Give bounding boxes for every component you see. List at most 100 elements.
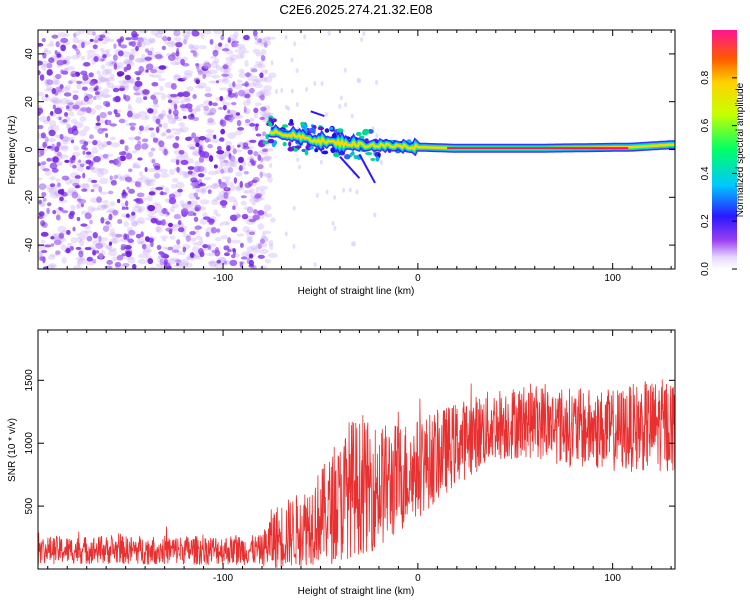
noise-blob: [135, 200, 144, 205]
noise-blob: [181, 76, 188, 81]
noise-haze: [134, 57, 145, 63]
spectrogram-panel: -100 0 100 40 20 0 -20 -40 Height of straight l…: [7, 29, 676, 297]
noise-haze: [192, 44, 200, 50]
noise-blob: [257, 154, 262, 161]
faint-dot: [295, 101, 299, 107]
noise-blob: [197, 70, 204, 75]
noise-blob: [127, 168, 133, 173]
noise-haze: [49, 40, 54, 46]
noise-haze: [139, 171, 144, 177]
x-tick-label: -100: [213, 273, 233, 284]
noise-haze: [160, 132, 166, 137]
noise-haze: [173, 74, 182, 80]
noise-blob: [128, 122, 137, 126]
noise-haze: [136, 58, 146, 63]
noise-haze: [171, 118, 177, 124]
noise-blob: [202, 151, 210, 159]
noise-haze: [161, 238, 167, 242]
noise-haze: [206, 185, 212, 189]
noise-haze: [75, 256, 83, 261]
noise-blob: [168, 222, 173, 228]
noise-blob: [230, 226, 238, 233]
noise-haze: [47, 187, 55, 193]
noise-blob: [56, 59, 65, 66]
signal-blob: [324, 128, 330, 133]
noise-blob: [46, 79, 54, 85]
noise-blob: [208, 100, 213, 106]
noise-blob: [227, 109, 231, 114]
noise-haze: [202, 30, 212, 35]
noise-blob: [193, 192, 199, 198]
noise-blob: [53, 239, 62, 246]
snr-marks: [38, 379, 675, 568]
noise-haze: [195, 235, 203, 240]
noise-blob: [148, 127, 155, 131]
colorbar-tick-label: 0.2: [700, 214, 711, 228]
noise-blob: [160, 190, 164, 196]
faint-dot: [375, 80, 379, 86]
noise-haze: [231, 239, 241, 244]
faint-dot: [358, 78, 362, 84]
noise-haze: [137, 240, 143, 245]
noise-haze: [241, 251, 251, 258]
noise-blob: [105, 220, 111, 225]
noise-blob: [84, 212, 92, 220]
noise-blob: [250, 68, 258, 73]
noise-blob: [124, 95, 131, 102]
noise-blob: [195, 142, 200, 148]
noise-haze: [229, 54, 238, 61]
signal-blob: [355, 131, 362, 136]
noise-haze: [142, 38, 152, 46]
noise-haze: [123, 221, 129, 228]
noise-haze: [96, 170, 104, 178]
noise-haze: [148, 73, 154, 78]
noise-haze: [43, 88, 54, 92]
noise-blob: [56, 151, 62, 157]
faint-dot: [284, 231, 288, 237]
noise-blob: [123, 233, 127, 240]
noise-blob: [198, 248, 204, 255]
noise-blob: [208, 155, 214, 163]
noise-haze: [77, 258, 87, 265]
noise-blob: [147, 50, 153, 56]
noise-haze: [160, 235, 169, 240]
noise-haze: [134, 220, 145, 225]
noise-blob: [243, 171, 249, 175]
noise-haze: [160, 93, 167, 101]
noise-haze: [183, 70, 194, 75]
noise-blob: [114, 261, 122, 268]
noise-haze: [105, 81, 111, 85]
noise-blob: [229, 259, 238, 267]
noise-blob: [232, 81, 236, 88]
noise-haze: [248, 239, 254, 243]
noise-blob: [137, 157, 143, 161]
noise-haze: [229, 181, 234, 187]
noise-blob: [259, 94, 265, 101]
noise-haze: [100, 93, 110, 99]
noise-haze: [253, 112, 259, 119]
noise-blob: [72, 104, 80, 110]
noise-haze: [148, 151, 153, 158]
noise-haze: [188, 158, 195, 164]
noise-haze: [110, 228, 115, 235]
noise-blob: [230, 254, 236, 259]
spectrogram-xlabel: Height of straight line (km): [298, 286, 415, 297]
noise-blob: [141, 143, 149, 150]
noise-haze: [92, 247, 97, 251]
noise-haze: [269, 243, 274, 250]
noise-haze: [145, 182, 151, 187]
noise-blob: [55, 86, 63, 93]
noise-blob: [212, 49, 219, 57]
noise-blob: [226, 145, 231, 152]
noise-haze: [234, 114, 244, 120]
noise-haze: [224, 43, 229, 50]
noise-haze: [70, 118, 78, 124]
noise-blob: [175, 51, 180, 57]
noise-haze: [70, 55, 80, 60]
noise-blob: [213, 164, 218, 169]
noise-blob: [92, 44, 98, 50]
noise-blob: [199, 182, 203, 186]
noise-haze: [106, 48, 111, 54]
noise-haze: [100, 64, 106, 70]
